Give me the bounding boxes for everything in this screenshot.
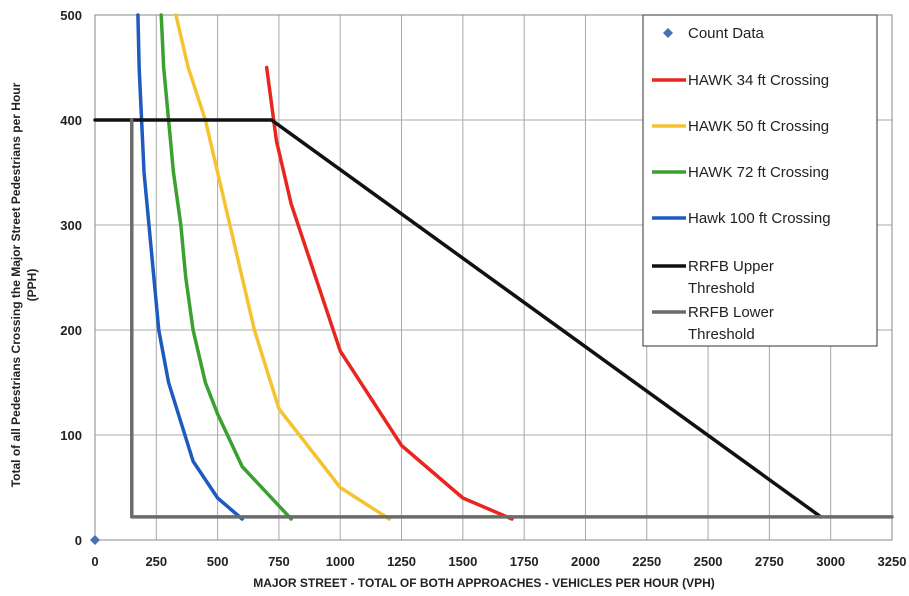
series-layer [90,13,894,545]
hawk-34-ft-crossing-line [264,65,514,521]
hawk-100-ft-crossing-line [136,13,244,521]
x-tick-label: 1500 [448,554,477,569]
y-axis-label-line2: (PPH) [25,269,39,302]
x-axis-label: MAJOR STREET - TOTAL OF BOTH APPROACHES … [253,576,715,590]
hawk-72-ft-crossing-line [159,13,293,521]
y-tick-label: 400 [60,113,82,128]
y-axis-label-group: Total of all Pedestrians Crossing the Ma… [9,82,39,487]
count-data-point [90,535,100,545]
legend-label-count-data: Count Data [688,25,765,42]
legend-label-hawk-72-ft-crossing: HAWK 72 ft Crossing [688,164,829,181]
x-tick-label: 1750 [510,554,539,569]
y-tick-label: 500 [60,8,82,23]
plot-frame [94,14,893,541]
x-tick-label: 250 [145,554,167,569]
y-axis-label-line1: Total of all Pedestrians Crossing the Ma… [9,82,23,487]
x-tick-label: 750 [268,554,290,569]
x-tick-label: 500 [207,554,229,569]
y-tick-label: 100 [60,428,82,443]
legend-label-hawk-100-ft-crossing: Hawk 100 ft Crossing [688,210,831,227]
legend-label-hawk-50-ft-crossing: HAWK 50 ft Crossing [688,118,829,135]
x-tick-label: 2750 [755,554,784,569]
x-tick-label: 2250 [632,554,661,569]
rrfb-upper-threshold-line [93,118,823,519]
legend-box [642,14,878,347]
legend-label-rrfb-lower-threshold: RRFB Lower Threshold [688,304,774,343]
x-tick-label: 2000 [571,554,600,569]
tick-labels: 0 250 500 750 1000 1250 1500 1750 2000 2250 2500 27… [60,8,906,569]
x-tick-label: 2500 [694,554,723,569]
y-tick-label: 0 [75,533,82,548]
x-tick-label: 1250 [387,554,416,569]
legend-label-hawk-34-ft-crossing: HAWK 34 ft Crossing [688,72,829,89]
x-tick-label: 1000 [326,554,355,569]
y-tick-label: 300 [60,218,82,233]
legend-swatch-count-data [663,28,673,38]
rrfb-lower-threshold-line [130,118,894,519]
hawk-50-ft-crossing-line [174,13,392,521]
x-tick-label: 3250 [878,554,907,569]
x-tick-label: 3000 [816,554,845,569]
legend: Count Data HAWK 34 ft Crossing HAWK 50 ft … [642,14,878,347]
legend-label-rrfb-upper-threshold: RRFB Upper Threshold [688,258,774,297]
y-tick-label: 200 [60,323,82,338]
x-tick-label: 0 [91,554,98,569]
